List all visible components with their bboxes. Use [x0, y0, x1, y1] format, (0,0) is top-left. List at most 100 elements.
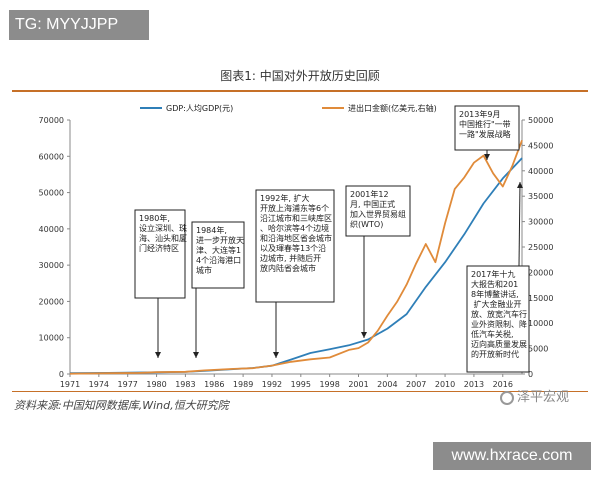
annotation-box-3	[345, 185, 411, 237]
chart-source: 资料来源:中国知网数据库,Wind,恒大研究院	[14, 399, 229, 412]
annotation-box-0	[134, 209, 186, 299]
annotation-text-4: 2013年9月中国推行"一带一路"发展战略	[459, 109, 511, 139]
y-left-tick-label: 20000	[39, 297, 64, 306]
y-right-tick-label: 50000	[528, 116, 553, 125]
annotation-arrowhead-0	[155, 352, 161, 358]
x-tick-label: 1992	[262, 380, 282, 389]
y-right-tick-label: 30000	[528, 218, 553, 227]
y-right-tick-label: 15000	[528, 294, 553, 303]
watermark-logo-text: 泽平宏观	[517, 390, 570, 405]
annotation-text-line: 低汽车关税,	[471, 329, 516, 339]
annotation-text-line: 业外资限制、降	[471, 319, 527, 329]
annotation-text-2: 1992年, 扩大开放上海浦东等6个沿江城市和三峡库区、哈尔滨等4个边境和沿海地…	[260, 193, 332, 273]
annotation-box-1	[191, 221, 245, 289]
annotation-text-line: 8年博鳌讲话,	[471, 289, 519, 299]
x-tick-label: 2013	[464, 380, 484, 389]
y-left-tick-label: 10000	[39, 334, 64, 343]
annotation-text-line: 放、放宽汽车行	[471, 309, 527, 319]
annotation-text-line: 和沿海地区省会城市	[260, 233, 332, 243]
annotation-text-line: 门经济特区	[139, 243, 179, 253]
x-tick-label: 1971	[60, 380, 80, 389]
annotation-text-0: 1980年,设立深圳、珠海、汕头和厦门经济特区	[139, 213, 187, 253]
annotation-text-line: 织(WTO)	[350, 219, 383, 229]
y-right-tick-label: 5000	[528, 345, 548, 354]
legend-label-1: 进出口金额(亿美元,右轴)	[348, 103, 437, 113]
annotation-box-2	[255, 189, 335, 303]
annotation-text-line: 扩大金融业开	[471, 299, 522, 309]
watermark-logo: 泽平宏观	[500, 386, 569, 405]
logo-icon	[500, 390, 514, 405]
annotation-text-line: 2013年9月	[459, 109, 500, 119]
y-left-tick-label: 40000	[39, 225, 64, 234]
annotation-text-line: 1992年, 扩大	[260, 193, 309, 203]
x-tick-label: 1989	[233, 380, 253, 389]
annotation-text-line: 沿江城市和三峡库区	[260, 213, 332, 223]
annotation-text-5: 2017年十九大报告和201 8年博鳌讲话, 扩大金融业开放、放宽汽车行业外资限制…	[471, 269, 527, 359]
annotation-box-5	[466, 265, 530, 373]
y-right-tick-label: 0	[528, 370, 533, 379]
x-tick-label: 2010	[435, 380, 455, 389]
annotation-text-line: 津、大连等1	[196, 245, 241, 255]
y-right-tick-label: 10000	[528, 319, 553, 328]
x-tick-label: 1995	[291, 380, 311, 389]
annotation-text-line: 一路"发展战略	[459, 129, 511, 139]
annotation-text-line: 1984年,	[196, 225, 227, 235]
annotation-text-line: 的开放新时代	[471, 349, 519, 359]
y-left-tick-label: 30000	[39, 261, 64, 270]
annotation-text-line: 中国推行"一带	[459, 119, 511, 129]
source-rule	[12, 391, 588, 392]
x-tick-label: 2016	[493, 380, 513, 389]
chart-title: 图表1: 中国对外开放历史回顾	[220, 69, 380, 83]
annotation-text-line: 加入世界贸易组	[350, 209, 406, 219]
x-tick-label: 2007	[406, 380, 426, 389]
annotation-text-line: 海、汕头和厦	[139, 233, 187, 243]
annotation-text-line: 月, 中国正式	[350, 199, 395, 209]
x-tick-label: 1974	[89, 380, 109, 389]
chart: 0 10000 20000 30000 40000 50000 60000 70000 0 500…	[39, 103, 554, 389]
y-left-tick-label: 50000	[39, 189, 64, 198]
annotation-arrowhead-1	[193, 352, 199, 358]
annotation-arrow-5	[518, 181, 521, 267]
annotation-arrowhead-2	[273, 352, 279, 358]
annotation-text-line: 迈向高质量发展	[471, 339, 527, 349]
watermark-tg: TG: MYYJJPP	[9, 10, 149, 40]
y-right-tick-label: 35000	[528, 192, 553, 201]
annotation-text-line: 2001年12	[350, 189, 389, 199]
annotation-text-line: 、哈尔滨等4个边境	[260, 223, 329, 233]
x-tick-label: 1977	[118, 380, 138, 389]
annotation-arrowhead-5	[517, 182, 523, 188]
annotation-arrowhead-4	[484, 154, 490, 160]
x-tick-label: 1980	[146, 380, 166, 389]
x-tick-label: 1986	[204, 380, 224, 389]
annotation-box-4	[454, 105, 520, 151]
y-left-tick-label: 70000	[39, 116, 64, 125]
annotation-text-line: 城市	[196, 265, 212, 275]
annotation-text-line: 进一步开放天	[196, 235, 244, 245]
annotation-text-3: 2001年12 月, 中国正式加入世界贸易组织(WTO)	[350, 189, 406, 229]
annotation-text-line: 2017年十九	[471, 269, 515, 279]
annotation-text-line: 设立深圳、珠	[139, 223, 187, 233]
series-line-1	[69, 139, 523, 375]
annotation-text-line: 放内陆省会城市	[260, 263, 316, 273]
annotation-text-1: 1984年,进一步开放天津、大连等1 4个沿海港口城市	[196, 225, 244, 275]
title-rule	[12, 90, 588, 92]
annotation-text-line: 4个沿海港口	[196, 255, 241, 265]
y-right-tick-label: 25000	[528, 243, 553, 252]
x-tick-label: 1983	[175, 380, 195, 389]
y-left-tick-label: 0	[59, 370, 64, 379]
x-tick-label: 2004	[377, 380, 397, 389]
annotation-text-line: 大报告和201	[471, 279, 518, 289]
annotation-text-line: 边城市, 并随后开	[260, 253, 321, 263]
x-tick-label: 2001	[348, 380, 368, 389]
y-right-tick-label: 45000	[528, 141, 553, 150]
watermark-site: www.hxrace.com	[433, 442, 591, 470]
annotation-text-line: 开放上海浦东等6个	[260, 203, 329, 213]
annotation-text-line: 以及琿春等13个沿	[260, 243, 326, 253]
y-left-tick-label: 60000	[39, 152, 64, 161]
y-right-tick-label: 20000	[528, 268, 553, 277]
annotation-arrowhead-3	[361, 332, 367, 338]
annotation-text-line: 1980年,	[139, 213, 170, 223]
y-right-tick-label: 40000	[528, 167, 553, 176]
legend-label-0: GDP:人均GDP(元)	[166, 103, 233, 113]
x-tick-label: 1998	[319, 380, 339, 389]
